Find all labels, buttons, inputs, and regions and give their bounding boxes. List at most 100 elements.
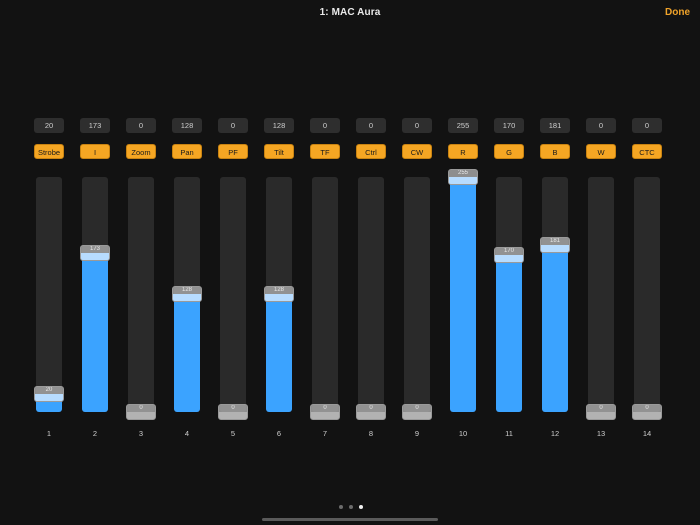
- handle-value: 0: [415, 405, 419, 411]
- handle-value: 0: [369, 405, 373, 411]
- fader-channel-8: 0 Ctrl 0 8: [348, 0, 394, 525]
- value-field[interactable]: 255: [448, 118, 478, 133]
- fader-handle[interactable]: 255: [448, 169, 478, 185]
- channel-number: 6: [276, 429, 282, 438]
- page-dot-1[interactable]: [339, 505, 343, 509]
- fader-track[interactable]: [36, 177, 62, 412]
- fader-handle[interactable]: 20: [34, 386, 64, 402]
- handle-value: 0: [599, 405, 603, 411]
- fader-handle[interactable]: 128: [172, 286, 202, 302]
- fader-channel-1: 20 Strobe 20 1: [26, 0, 72, 525]
- window-title: 1: MAC Aura: [319, 7, 381, 18]
- fader-handle[interactable]: 181: [540, 237, 570, 253]
- channel-number: 9: [414, 429, 420, 438]
- fader-handle[interactable]: 128: [264, 286, 294, 302]
- attribute-button[interactable]: PF: [218, 144, 248, 159]
- value-field[interactable]: 20: [34, 118, 64, 133]
- handle-grip: [173, 294, 201, 301]
- fader-handle[interactable]: 0: [218, 404, 248, 420]
- fader-track[interactable]: [128, 177, 154, 412]
- channel-number: 12: [550, 429, 560, 438]
- handle-value: 0: [139, 405, 143, 411]
- channel-number: 2: [92, 429, 98, 438]
- value-field[interactable]: 128: [172, 118, 202, 133]
- attribute-button[interactable]: W: [586, 144, 616, 159]
- fader-handle[interactable]: 0: [586, 404, 616, 420]
- channel-number: 7: [322, 429, 328, 438]
- attribute-button[interactable]: TF: [310, 144, 340, 159]
- handle-grip: [127, 412, 155, 419]
- fader-fill: [82, 253, 108, 412]
- fader-track[interactable]: [404, 177, 430, 412]
- value-field[interactable]: 0: [632, 118, 662, 133]
- handle-value: 173: [89, 246, 100, 252]
- fader-handle[interactable]: 0: [356, 404, 386, 420]
- fader-channel-13: 0 W 0 13: [578, 0, 624, 525]
- handle-value: 0: [323, 405, 327, 411]
- value-field[interactable]: 181: [540, 118, 570, 133]
- handle-grip: [403, 412, 431, 419]
- channel-number: 10: [458, 429, 468, 438]
- fader-channel-12: 181 B 181 12: [532, 0, 578, 525]
- fader-track[interactable]: [312, 177, 338, 412]
- handle-grip: [35, 394, 63, 401]
- attribute-button[interactable]: Zoom: [126, 144, 156, 159]
- value-field[interactable]: 0: [402, 118, 432, 133]
- handle-grip: [81, 253, 109, 260]
- handle-value: 0: [645, 405, 649, 411]
- attribute-button[interactable]: Pan: [172, 144, 202, 159]
- fader-track[interactable]: [634, 177, 660, 412]
- done-button[interactable]: Done: [665, 7, 690, 18]
- fader-fill: [450, 177, 476, 412]
- channel-number: 14: [642, 429, 652, 438]
- fader-track[interactable]: [588, 177, 614, 412]
- page-indicator[interactable]: [339, 505, 363, 509]
- fader-handle[interactable]: 0: [402, 404, 432, 420]
- channel-number: 5: [230, 429, 236, 438]
- fader-handle[interactable]: 0: [126, 404, 156, 420]
- fader-channel-3: 0 Zoom 0 3: [118, 0, 164, 525]
- value-field[interactable]: 173: [80, 118, 110, 133]
- value-field[interactable]: 0: [126, 118, 156, 133]
- attribute-button[interactable]: CTC: [632, 144, 662, 159]
- fader-fill: [266, 294, 292, 412]
- attribute-button[interactable]: Tilt: [264, 144, 294, 159]
- fader-fill: [496, 255, 522, 412]
- attribute-button[interactable]: CW: [402, 144, 432, 159]
- fader-channel-14: 0 CTC 0 14: [624, 0, 670, 525]
- fader-handle[interactable]: 170: [494, 247, 524, 263]
- handle-grip: [357, 412, 385, 419]
- handle-value: 0: [231, 405, 235, 411]
- value-field[interactable]: 0: [218, 118, 248, 133]
- fader-handle[interactable]: 0: [632, 404, 662, 420]
- attribute-button[interactable]: R: [448, 144, 478, 159]
- attribute-button[interactable]: Ctrl: [356, 144, 386, 159]
- value-field[interactable]: 128: [264, 118, 294, 133]
- fader-channel-4: 128 Pan 128 4: [164, 0, 210, 525]
- handle-grip: [633, 412, 661, 419]
- fader-channel-6: 128 Tilt 128 6: [256, 0, 302, 525]
- fader-channel-9: 0 CW 0 9: [394, 0, 440, 525]
- fader-channel-10: 255 R 255 10: [440, 0, 486, 525]
- page-dot-3-active[interactable]: [359, 505, 363, 509]
- fader-track[interactable]: [220, 177, 246, 412]
- handle-grip: [311, 412, 339, 419]
- channel-number: 13: [596, 429, 606, 438]
- handle-value: 170: [503, 248, 514, 254]
- value-field[interactable]: 0: [356, 118, 386, 133]
- fader-track[interactable]: [358, 177, 384, 412]
- fader-handle[interactable]: 173: [80, 245, 110, 261]
- home-indicator[interactable]: [262, 518, 438, 521]
- handle-grip: [449, 177, 477, 184]
- attribute-button[interactable]: B: [540, 144, 570, 159]
- channel-number: 1: [46, 429, 52, 438]
- attribute-button[interactable]: Strobe: [34, 144, 64, 159]
- page-dot-2[interactable]: [349, 505, 353, 509]
- value-field[interactable]: 170: [494, 118, 524, 133]
- value-field[interactable]: 0: [310, 118, 340, 133]
- value-field[interactable]: 0: [586, 118, 616, 133]
- fader-handle[interactable]: 0: [310, 404, 340, 420]
- attribute-button[interactable]: G: [494, 144, 524, 159]
- attribute-button[interactable]: I: [80, 144, 110, 159]
- handle-grip: [265, 294, 293, 301]
